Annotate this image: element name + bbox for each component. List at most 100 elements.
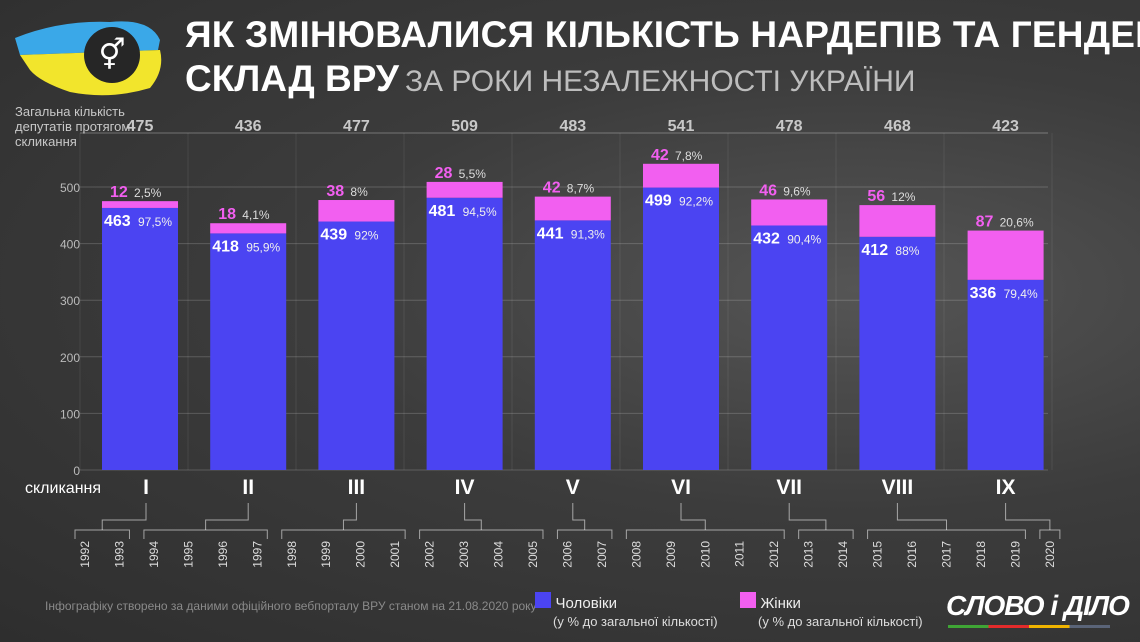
year-label: 2000: [354, 541, 368, 568]
men-count-label: 441: [537, 225, 564, 242]
legend-note-men: (у % до загальної кількості): [553, 614, 718, 629]
total-label: 477: [343, 118, 370, 135]
women-pct-label: 20,6%: [1000, 216, 1034, 230]
bar-men: [318, 221, 395, 470]
year-bracket: [281, 529, 406, 539]
women-pct-label: 12%: [891, 190, 915, 204]
bracket-connector: [101, 503, 147, 530]
bracket-connector: [464, 503, 482, 530]
men-pct-label: 88%: [895, 244, 919, 258]
year-label: 2020: [1043, 541, 1057, 568]
men-count-label: 439: [320, 227, 347, 244]
legend-swatch-men: [535, 592, 551, 608]
logo: СЛОВО і ДІЛО: [946, 590, 1130, 621]
bar-women: [210, 223, 287, 234]
bracket-connector: [1005, 503, 1051, 530]
bar-women: [967, 230, 1044, 280]
year-bracket: [625, 529, 785, 539]
convocation-label: III: [348, 476, 366, 499]
y-tick-label: 100: [60, 407, 80, 421]
bar-men: [643, 187, 719, 471]
year-label: 2001: [388, 541, 402, 568]
year-label: 2002: [423, 541, 437, 568]
men-pct-label: 91,3%: [571, 227, 605, 241]
year-label: 2004: [492, 541, 506, 568]
year-label: 2007: [595, 541, 609, 568]
total-label: 483: [559, 118, 586, 135]
total-label: 436: [235, 118, 262, 135]
y-tick-label: 500: [60, 181, 80, 195]
title: ЯК ЗМІНЮВАЛИСЯ КІЛЬКІСТЬ НАРДЕПІВ ТА ГЕН…: [185, 14, 1140, 55]
bar-women: [318, 200, 395, 222]
year-label: 2015: [871, 541, 885, 568]
men-pct-label: 92,2%: [679, 195, 713, 209]
total-label: 478: [776, 118, 803, 135]
year-label: 1998: [285, 541, 299, 568]
bar-men: [426, 197, 503, 470]
logo-stripe: [948, 625, 1110, 628]
svg-text:⚥: ⚥: [98, 37, 125, 72]
total-label: 475: [127, 118, 154, 135]
bracket-connector: [205, 503, 249, 530]
x-axis-label: скликання: [25, 480, 102, 497]
convocation-label: II: [242, 476, 254, 499]
y-tick-label: 300: [60, 294, 80, 308]
men-count-label: 418: [212, 238, 239, 255]
year-label: 1996: [216, 541, 230, 568]
men-pct-label: 94,5%: [463, 205, 497, 219]
bar-women: [534, 196, 611, 221]
year-label: 2010: [698, 541, 712, 568]
bar-women: [102, 201, 178, 208]
legend-label-women: Жінки: [760, 595, 801, 612]
men-count-label: 336: [970, 285, 997, 302]
convocation-label: VI: [671, 476, 691, 499]
total-label: 423: [992, 118, 1019, 135]
year-bracket: [556, 529, 613, 539]
women-count-label: 42: [651, 147, 669, 164]
women-count-label: 28: [435, 165, 453, 182]
women-pct-label: 2,5%: [134, 186, 162, 200]
year-label: 2009: [664, 541, 678, 568]
title-main: СКЛАД ВРУ: [185, 58, 399, 99]
legend-swatch-women: [740, 592, 756, 608]
total-label: 509: [451, 118, 478, 135]
y-tick-label: 200: [60, 351, 80, 365]
women-pct-label: 8%: [350, 185, 368, 199]
year-label: 2018: [974, 541, 988, 568]
title-sub: ЗА РОКИ НЕЗАЛЕЖНОСТІ УКРАЇНИ: [404, 65, 916, 98]
women-pct-label: 4,1%: [242, 208, 270, 222]
women-count-label: 38: [326, 183, 344, 200]
ukraine-flag-brush: ⚥: [15, 21, 162, 96]
legend-label-men: Чоловіки: [555, 595, 617, 612]
convocation-label: VIII: [882, 476, 914, 499]
year-label: 1993: [112, 541, 126, 568]
bar-women: [751, 199, 828, 226]
year-bracket: [867, 529, 1026, 539]
year-label: 1992: [78, 541, 92, 568]
women-count-label: 12: [110, 184, 128, 201]
year-label: 2017: [940, 541, 954, 568]
bar-chart: 0 100 200 300 400 500 475 12 2,5%463 97,5% I 436 18 4…: [59, 118, 1057, 568]
women-pct-label: 5,5%: [459, 167, 487, 181]
y-axis-label: Загальна кількість депутатів протягом ск…: [15, 104, 131, 149]
legend-men: Чоловіки (у % до загальної кількості): [535, 592, 718, 631]
convocation-label: I: [143, 476, 149, 499]
convocation-label: IV: [455, 476, 475, 499]
bar-men: [210, 233, 287, 470]
year-label: 2011: [733, 541, 747, 567]
women-count-label: 46: [759, 182, 777, 199]
year-bracket: [419, 529, 544, 539]
men-pct-label: 97,5%: [138, 215, 172, 229]
year-label: 1999: [319, 541, 333, 568]
year-label: 2012: [767, 541, 781, 568]
bar-women: [859, 205, 936, 237]
year-bracket: [143, 529, 268, 539]
bracket-connector: [342, 503, 357, 530]
total-label: 468: [884, 118, 911, 135]
bar-men: [534, 220, 611, 470]
bar-men: [859, 236, 936, 470]
women-pct-label: 8,7%: [567, 182, 595, 196]
women-count-label: 42: [543, 180, 561, 197]
year-label: 1997: [250, 541, 264, 568]
legend-note-women: (у % до загальної кількості): [758, 614, 923, 629]
